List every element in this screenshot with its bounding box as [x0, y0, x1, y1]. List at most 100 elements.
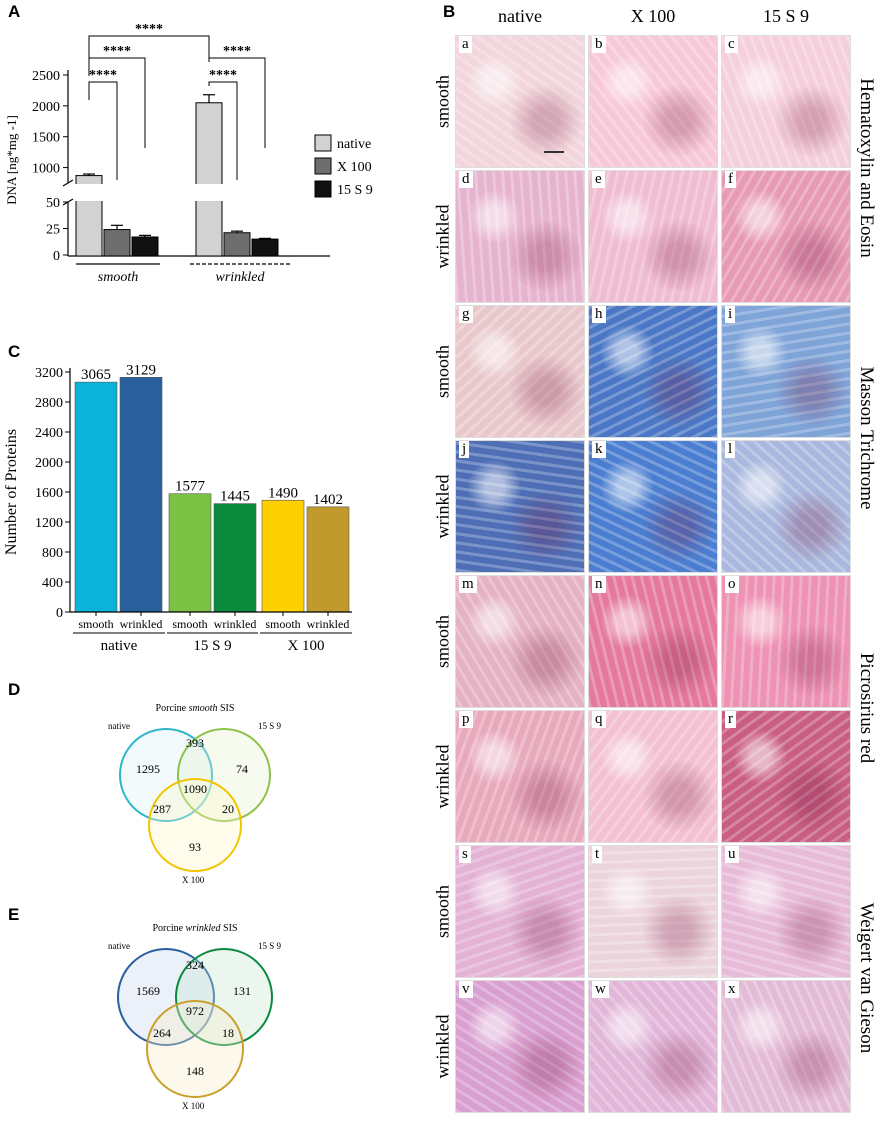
- y-tick-label: 400: [42, 576, 63, 591]
- image-letter: h: [592, 306, 606, 323]
- image-letter: m: [459, 576, 477, 593]
- set-label: 15 S 9: [258, 941, 282, 951]
- x-tick-label: wrinkled: [120, 617, 163, 631]
- row-label: smooth: [432, 614, 453, 668]
- histology-image-g: g: [455, 305, 585, 438]
- image-letter: l: [725, 441, 736, 458]
- image-letter: f: [725, 171, 736, 188]
- venn-count: 20: [222, 802, 234, 816]
- legend-label: X 100: [337, 160, 372, 175]
- column-header-0: native: [498, 6, 542, 26]
- venn-count: 287: [153, 802, 171, 816]
- histology-image-s: s: [455, 845, 585, 978]
- histology-image-j: j: [455, 440, 585, 573]
- legend-label: 15 S 9: [337, 183, 373, 198]
- histology-image-c: c: [721, 35, 851, 168]
- bar: [168, 493, 212, 613]
- histology-image-k: k: [588, 440, 718, 573]
- dna-bar-chart: 2500 2000 1500 1000 50 25 0 DNA [ng*mg -1] **** *…: [4, 22, 373, 285]
- image-letter: b: [592, 36, 606, 53]
- legend-swatch: [314, 180, 332, 198]
- group-label: wrinkled: [216, 270, 266, 285]
- image-letter: x: [725, 981, 739, 998]
- data-label: 3129: [126, 362, 156, 378]
- venn-circle: [175, 948, 273, 1046]
- venn-count: 18: [222, 1026, 234, 1040]
- row-label: smooth: [432, 344, 453, 398]
- bar: [213, 503, 257, 613]
- histology-image-f: f: [721, 170, 851, 303]
- panel-label-b: B: [443, 2, 456, 21]
- y-axis-label: DNA [ng*mg -1]: [4, 115, 19, 205]
- image-letter: q: [592, 711, 606, 728]
- significance-label: ****: [89, 68, 117, 83]
- significance-bracket: [88, 81, 118, 180]
- histology-image-e: e: [588, 170, 718, 303]
- y-tick-label: 1500: [32, 131, 60, 146]
- image-letter: p: [459, 711, 473, 728]
- bar: [131, 236, 159, 257]
- legend-swatch: [314, 134, 332, 152]
- image-letter: d: [459, 171, 473, 188]
- significance-bracket: [88, 57, 146, 148]
- venn-count: 93: [189, 840, 201, 854]
- histology-image-v: v: [455, 980, 585, 1113]
- venn-count: 148: [186, 1064, 204, 1078]
- x-tick-label: wrinkled: [214, 617, 257, 631]
- venn-count: 1295: [136, 762, 160, 776]
- y-axis-label: Number of Proteins: [3, 429, 20, 555]
- y-tick-label: 2500: [32, 69, 60, 84]
- histology-image-o: o: [721, 575, 851, 708]
- histology-image-m: m: [455, 575, 585, 708]
- bar: [261, 499, 305, 613]
- image-letter: k: [592, 441, 606, 458]
- significance-label: ****: [103, 44, 131, 59]
- bar: [103, 229, 131, 257]
- panel-label-a: A: [8, 2, 21, 21]
- histology-image-t: t: [588, 845, 718, 978]
- histology-image-p: p: [455, 710, 585, 843]
- y-tick-label: 2800: [35, 396, 63, 411]
- image-letter: c: [725, 36, 738, 53]
- significance-bracket: [208, 57, 266, 148]
- bar: [223, 232, 251, 257]
- row-label: wrinkled: [432, 744, 453, 808]
- panel-label-d: D: [8, 680, 21, 699]
- stain-label: Masson Trichrome: [856, 366, 877, 510]
- x-tick-label: smooth: [265, 617, 300, 631]
- data-label: 1577: [175, 479, 206, 495]
- image-letter: o: [725, 576, 739, 593]
- set-label: 15 S 9: [258, 721, 282, 731]
- venn-title: Porcine smooth SIS: [156, 703, 235, 714]
- histology-image-h: h: [588, 305, 718, 438]
- bar-break-gap: [75, 184, 103, 201]
- image-letter: j: [459, 441, 470, 458]
- bar: [74, 381, 118, 613]
- image-letter: t: [592, 846, 603, 863]
- y-tick-label: 25: [46, 223, 60, 238]
- image-letter: i: [725, 306, 736, 323]
- x-tick-label: smooth: [78, 617, 113, 631]
- set-label: native: [108, 941, 130, 951]
- image-letter: u: [725, 846, 739, 863]
- venn-count: 972: [186, 1004, 204, 1018]
- histology-image-d: d: [455, 170, 585, 303]
- legend-swatch: [314, 157, 332, 175]
- histology-image-r: r: [721, 710, 851, 843]
- image-letter: n: [592, 576, 606, 593]
- venn-circle: [177, 728, 271, 822]
- venn-circle: [148, 778, 242, 872]
- histology-image-q: q: [588, 710, 718, 843]
- image-letter: e: [592, 171, 605, 188]
- venn-count: 393: [186, 736, 204, 750]
- bar: [251, 238, 279, 257]
- row-label: smooth: [432, 884, 453, 938]
- y-tick-label: 50: [46, 196, 60, 211]
- y-tick-label: 1200: [35, 516, 63, 531]
- stain-label: Hematoxylin and Eosin: [856, 78, 877, 258]
- venn-count: 324: [186, 958, 204, 972]
- y-tick-label: 3200: [35, 366, 63, 381]
- image-letter: a: [459, 36, 472, 53]
- venn-count: 264: [153, 1026, 171, 1040]
- y-tick-label: 2000: [32, 100, 60, 115]
